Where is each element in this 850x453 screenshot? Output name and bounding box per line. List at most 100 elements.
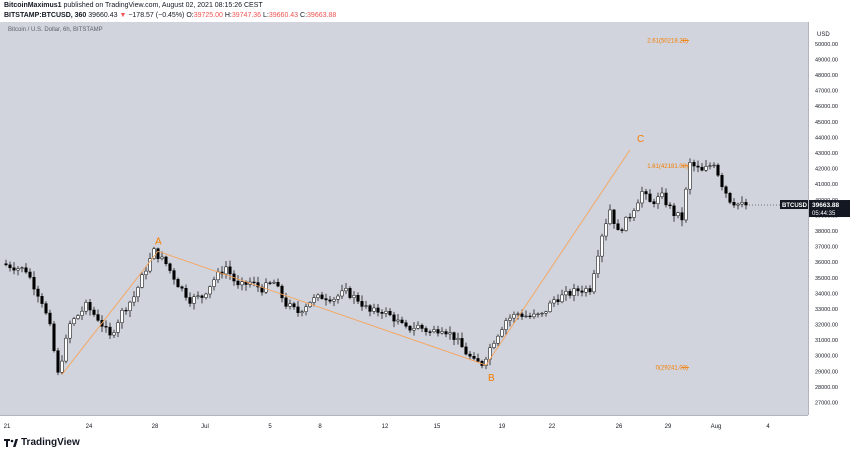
price-axis[interactable]: USD 27000.00 28000.00 29000.00 30000.00 31000… xyxy=(808,22,850,415)
candle xyxy=(140,272,144,289)
candle xyxy=(8,261,12,272)
candle xyxy=(148,252,152,274)
price-tick-label: 48000.00 xyxy=(815,73,838,79)
time-tick-label: 19 xyxy=(499,424,506,430)
candle xyxy=(92,306,96,317)
candle xyxy=(36,285,40,303)
candle xyxy=(188,292,192,307)
candle xyxy=(620,227,624,234)
high-label: H: xyxy=(224,12,232,19)
candle xyxy=(360,295,364,311)
chart-title: Bitcoin / U.S. Dollar, 6h, BITSTAMP xyxy=(8,27,103,33)
price-tick-label: 31000.00 xyxy=(815,338,838,344)
candle xyxy=(424,326,428,336)
price-label-badge[interactable]: BTCUSD xyxy=(780,200,808,210)
candle xyxy=(96,309,100,323)
candle xyxy=(420,323,424,333)
candle xyxy=(380,309,384,319)
price-chart[interactable]: A B C 2.61(50218.28) 1.61(42181.08) 0(29241.0… xyxy=(0,22,808,415)
candle xyxy=(540,311,544,318)
elliott-wave-line[interactable] xyxy=(61,149,631,375)
candle xyxy=(724,185,728,198)
candle xyxy=(656,192,660,209)
candle xyxy=(532,309,536,319)
time-tick-label: 15 xyxy=(434,424,441,430)
current-price-tag[interactable]: 39663.88 05:44:35 xyxy=(809,200,850,218)
close-label: C: xyxy=(300,12,308,19)
candle xyxy=(24,263,28,274)
candle xyxy=(596,249,600,279)
candle xyxy=(152,246,156,260)
candle xyxy=(88,298,92,316)
candle xyxy=(732,198,736,208)
chart-plot-area[interactable]: A B C 2.61(50218.28) 1.61(42181.08) 0(29241.0… xyxy=(0,22,808,415)
time-axis[interactable]: 21 24 28 Jul 5 8 12 15 19 22 26 29 Aug 4 xyxy=(0,415,808,434)
candles xyxy=(4,158,748,376)
price-tick-label: 28000.00 xyxy=(815,385,838,391)
candle xyxy=(492,340,496,350)
candle xyxy=(440,327,444,335)
price-tick-label: 47000.00 xyxy=(815,89,838,95)
candle xyxy=(388,308,392,317)
candle xyxy=(744,198,748,210)
candle xyxy=(692,159,696,172)
high-value: 39747.36 xyxy=(231,12,262,19)
time-axis-svg[interactable]: 21 24 28 Jul 5 8 12 15 19 22 26 29 Aug 4 xyxy=(0,416,808,434)
candle xyxy=(660,187,664,199)
candle xyxy=(364,300,368,309)
candle xyxy=(132,291,136,307)
candle xyxy=(292,301,296,310)
time-tick-label: 21 xyxy=(4,424,11,430)
tradingview-brand: TradingView xyxy=(21,437,80,448)
candle xyxy=(304,303,308,316)
candle xyxy=(40,293,44,308)
candle xyxy=(464,342,468,356)
candle xyxy=(456,332,460,345)
time-tick-label: 24 xyxy=(86,424,93,430)
price-tick-label: 44000.00 xyxy=(815,135,838,141)
candle xyxy=(224,260,228,279)
candle xyxy=(496,334,500,347)
tradingview-logo[interactable]: TradingView xyxy=(4,437,80,448)
price-tick-label: 30000.00 xyxy=(815,354,838,360)
candle xyxy=(104,320,108,333)
author-name[interactable]: BitcoinMaximus1 xyxy=(4,2,62,9)
time-tick-label: 4 xyxy=(766,424,770,430)
candle xyxy=(324,293,328,306)
candle xyxy=(576,285,580,297)
candle xyxy=(320,291,324,300)
candle xyxy=(156,247,160,263)
candle xyxy=(676,211,680,219)
candle xyxy=(48,309,52,327)
tradingview-logo-icon xyxy=(4,439,18,447)
candle xyxy=(72,316,76,326)
candle xyxy=(688,158,692,195)
candle xyxy=(256,276,260,292)
candle xyxy=(600,233,604,263)
candle xyxy=(352,291,356,304)
price-tick-label: 38000.00 xyxy=(815,229,838,235)
candle xyxy=(460,332,464,348)
candle xyxy=(60,355,64,375)
candle xyxy=(400,316,404,325)
candle xyxy=(720,172,724,191)
candle xyxy=(432,325,436,334)
time-tick-label: 5 xyxy=(268,424,272,430)
price-axis-unit: USD xyxy=(817,32,830,38)
candle xyxy=(264,278,268,294)
candle xyxy=(268,280,272,286)
candle xyxy=(568,288,572,299)
price-axis-svg[interactable]: USD 27000.00 28000.00 29000.00 30000.00 31000… xyxy=(809,22,850,415)
candle xyxy=(608,204,612,226)
candle xyxy=(372,303,376,315)
candle xyxy=(328,296,332,304)
candle xyxy=(624,216,628,232)
price-tick-label: 45000.00 xyxy=(815,120,838,126)
candle xyxy=(236,275,240,289)
candle xyxy=(664,188,668,208)
candle xyxy=(340,284,344,300)
low-value: 39660.43 xyxy=(268,12,299,19)
low-label: L: xyxy=(263,12,269,19)
candle xyxy=(652,198,656,208)
candle xyxy=(312,294,316,307)
